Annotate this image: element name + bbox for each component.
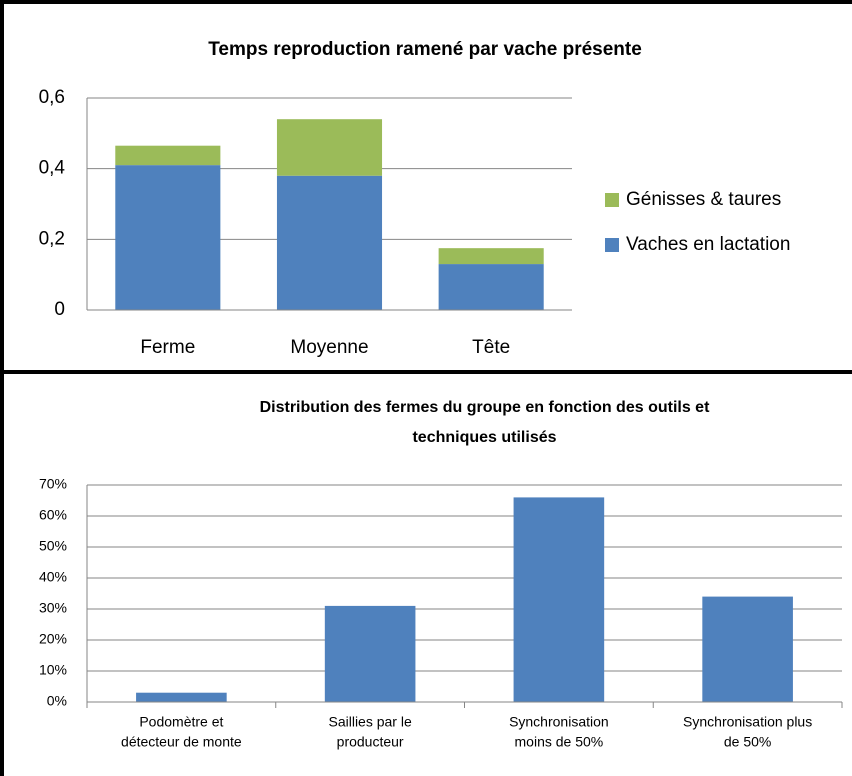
y-tick-label: 20%	[39, 631, 67, 647]
y-tick-label: 0,2	[39, 228, 65, 249]
bar-segment	[276, 175, 383, 310]
x-tick-label: Tête	[472, 337, 510, 358]
x-tick-label: Synchronisation	[509, 714, 609, 730]
chart-frame	[0, 370, 852, 776]
legend-label: Vaches en lactation	[626, 234, 790, 255]
x-tick-label: producteur	[337, 734, 404, 750]
x-tick-label: Podomètre et	[139, 714, 223, 730]
x-tick-label: de 50%	[724, 734, 771, 750]
bar	[324, 605, 416, 702]
bar-segment	[276, 119, 383, 176]
chart-title: Distribution des fermes du groupe en fon…	[260, 399, 710, 416]
x-tick-label: Ferme	[140, 337, 195, 358]
legend-swatch	[605, 238, 619, 252]
bar	[136, 692, 227, 702]
bar-segment	[115, 165, 221, 310]
legend-label: Génisses & taures	[626, 189, 781, 210]
x-tick-label: Saillies par le	[328, 714, 411, 730]
y-tick-label: 0	[54, 299, 65, 320]
chart-title: techniques utilisés	[412, 429, 556, 446]
x-tick-label: moins de 50%	[515, 734, 604, 750]
bar	[513, 497, 605, 702]
y-tick-label: 70%	[39, 476, 67, 492]
y-tick-label: 50%	[39, 538, 67, 554]
y-tick-label: 0%	[47, 693, 67, 709]
y-tick-label: 0,4	[39, 158, 66, 179]
y-tick-label: 0,6	[39, 87, 65, 108]
x-tick-label: détecteur de monte	[121, 734, 242, 750]
bar-segment	[438, 264, 544, 310]
x-tick-label: Moyenne	[290, 337, 368, 358]
x-tick-label: Synchronisation plus	[683, 714, 812, 730]
bar-segment	[438, 248, 544, 265]
bar-segment	[115, 145, 221, 166]
chart-title: Temps reproduction ramené par vache prés…	[208, 39, 642, 60]
bar	[702, 596, 793, 702]
y-tick-label: 40%	[39, 569, 67, 585]
legend-swatch	[605, 193, 619, 207]
y-tick-label: 10%	[39, 662, 67, 678]
y-tick-label: 30%	[39, 600, 67, 616]
y-tick-label: 60%	[39, 507, 67, 523]
